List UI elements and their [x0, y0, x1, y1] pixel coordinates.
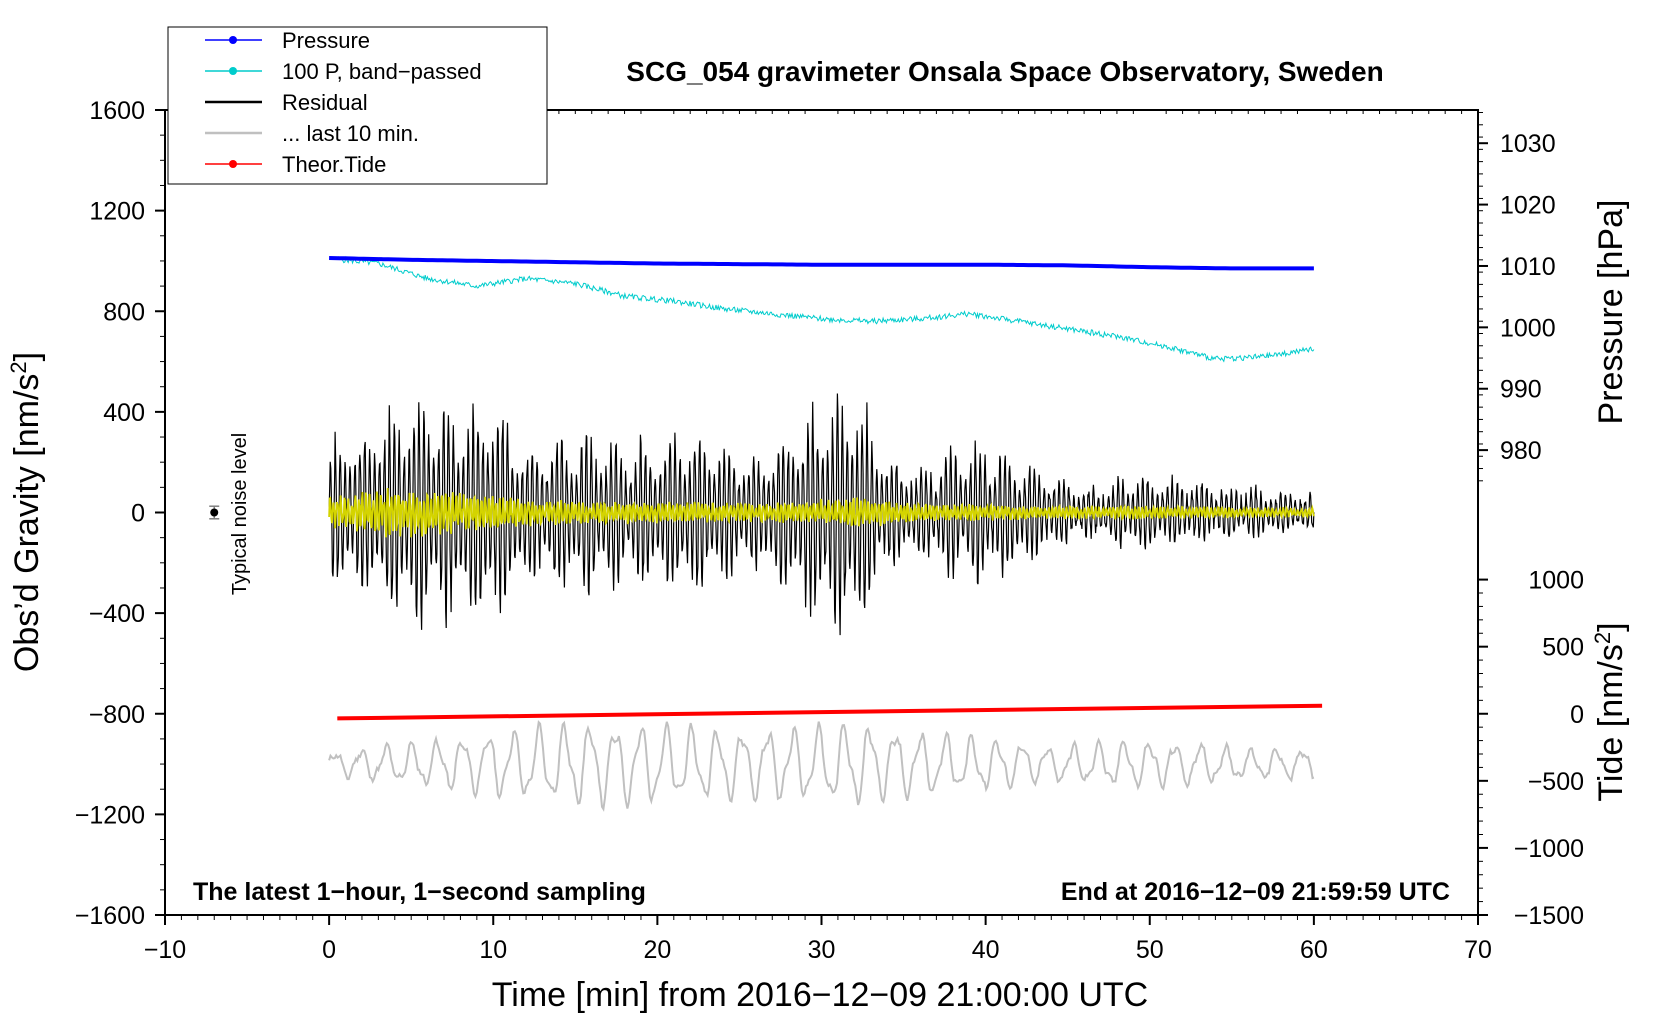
- y-tick-label: 0: [131, 500, 145, 528]
- y-axis-title-tide: Tide [nm/s2]: [1590, 622, 1630, 801]
- legend-marker: [229, 36, 237, 44]
- legend-marker: [229, 160, 237, 168]
- x-tick-label: 70: [1464, 936, 1492, 964]
- legend-label: Theor.Tide: [282, 152, 386, 177]
- y-tick-label: −1200: [75, 801, 145, 829]
- series-100p-bandpassed: [336, 255, 1315, 363]
- y-tick-label: 400: [103, 399, 145, 427]
- x-axis-title: Time [min] from 2016−12−09 21:00:00 UTC: [492, 976, 1148, 1014]
- legend-label: Pressure: [282, 28, 370, 53]
- noise-marker: [210, 508, 219, 517]
- tide-tick-label: 0: [1570, 701, 1584, 729]
- y-tick-label: 800: [103, 298, 145, 326]
- y-tick-label: −800: [89, 701, 145, 729]
- pressure-tick-label: 1010: [1500, 253, 1556, 281]
- legend-box: [167, 26, 548, 185]
- x-tick-label: 30: [808, 936, 836, 964]
- pressure-tick-label: 980: [1500, 437, 1542, 465]
- x-tick-label: 40: [972, 936, 1000, 964]
- tide-tick-label: 500: [1542, 634, 1584, 662]
- legend-marker: [229, 67, 237, 75]
- x-tick-label: 20: [643, 936, 671, 964]
- legend-label: ... last 10 min.: [282, 121, 419, 146]
- x-tick-label: 50: [1136, 936, 1164, 964]
- y-tick-label: 1200: [89, 198, 145, 226]
- tick-layer: −10 0 10 20 30 40 50 60 70−1600−1200−800−4000400…: [75, 97, 1584, 964]
- annotation-sampling: The latest 1−hour, 1−second sampling: [193, 878, 646, 906]
- x-tick-label: −10: [144, 936, 186, 964]
- series-bandpassed-residual: [328, 487, 1315, 538]
- tide-tick-label: 1000: [1528, 567, 1584, 595]
- x-tick-label: 10: [479, 936, 507, 964]
- legend-label: Residual: [282, 90, 368, 115]
- tide-tick-label: −1000: [1514, 835, 1584, 863]
- noise-level-label: Typical noise level: [229, 433, 251, 595]
- series-layer: [209, 255, 1323, 812]
- tide-tick-label: −1500: [1514, 902, 1584, 930]
- pressure-tick-label: 990: [1500, 376, 1542, 404]
- y-axis-title-left: Obs’d Gravity [nm/s2]: [6, 352, 46, 672]
- chart-title: SCG_054 gravimeter Onsala Space Observat…: [626, 56, 1383, 87]
- pressure-tick-label: 1020: [1500, 192, 1556, 220]
- pressure-tick-label: 1030: [1500, 130, 1556, 158]
- x-tick-label: 0: [322, 936, 336, 964]
- series-theor-tide: [337, 703, 1323, 721]
- pressure-tick-label: 1000: [1500, 314, 1556, 342]
- annotation-end-time: End at 2016−12−09 21:59:59 UTC: [1061, 878, 1450, 906]
- y-axis-title-pressure: Pressure [hPa]: [1592, 200, 1630, 425]
- x-tick-label: 60: [1300, 936, 1328, 964]
- y-tick-label: 1600: [89, 97, 145, 125]
- legend: Pressure 100 P, band−passed Residual ... la…: [167, 26, 548, 185]
- series-pressure: [329, 256, 1314, 271]
- series-last-10-min: [328, 719, 1315, 812]
- y-tick-label: −1600: [75, 902, 145, 930]
- y-tick-label: −400: [89, 600, 145, 628]
- tide-tick-label: −500: [1528, 768, 1584, 796]
- legend-label: 100 P, band−passed: [282, 59, 482, 84]
